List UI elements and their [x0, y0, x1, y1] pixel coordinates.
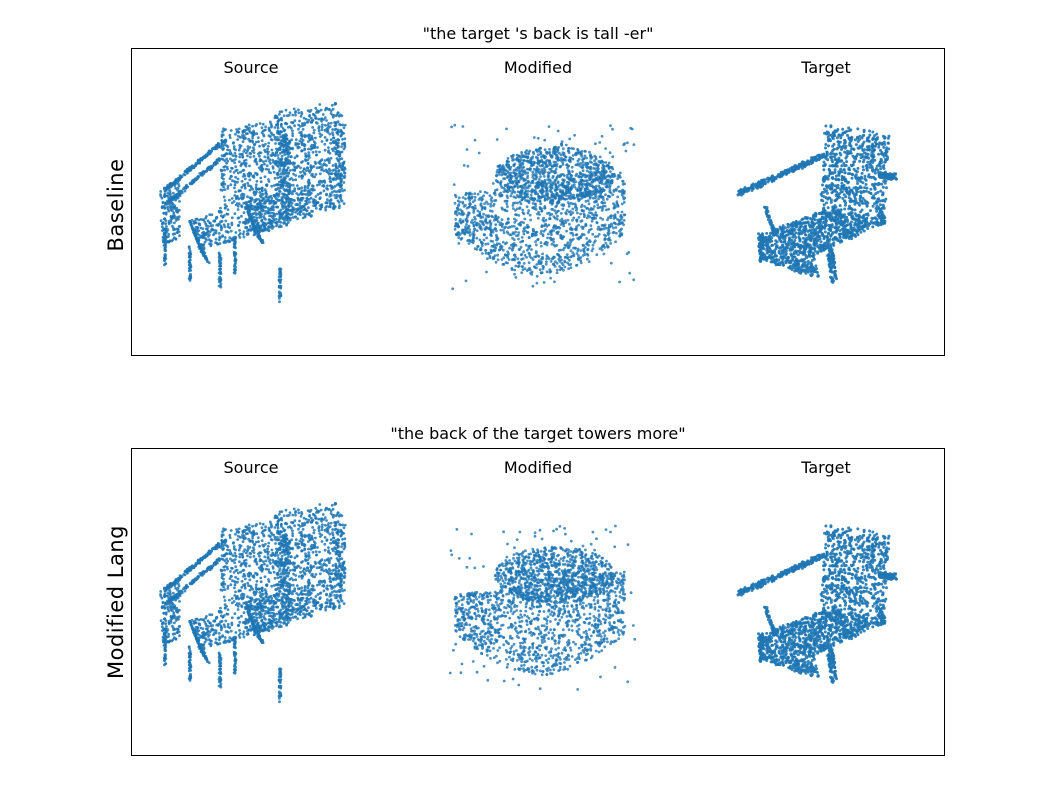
row-1-label: Baseline	[104, 158, 128, 252]
row-2-source-label: Source	[223, 458, 279, 477]
row-1-target-point-cloud	[736, 124, 898, 284]
row-1-modified-label: Modified	[503, 58, 573, 77]
row-1-source-label: Source	[223, 58, 279, 77]
row-2-target-point-cloud	[736, 524, 898, 684]
row-2-label: Modified Lang	[104, 525, 128, 679]
row-2-caption: "the back of the target towers more"	[390, 424, 686, 443]
row-2-source-point-cloud	[159, 501, 347, 704]
row-1-caption: "the target 's back is tall -er"	[422, 24, 654, 43]
row-2-target-label: Target	[801, 458, 851, 477]
row-1-target-label: Target	[801, 58, 851, 77]
row-2-modified-point-cloud	[448, 524, 637, 691]
row-1-source-point-cloud	[159, 101, 347, 304]
row-1-modified-point-cloud	[450, 123, 636, 291]
row-2-modified-label: Modified	[503, 458, 573, 477]
